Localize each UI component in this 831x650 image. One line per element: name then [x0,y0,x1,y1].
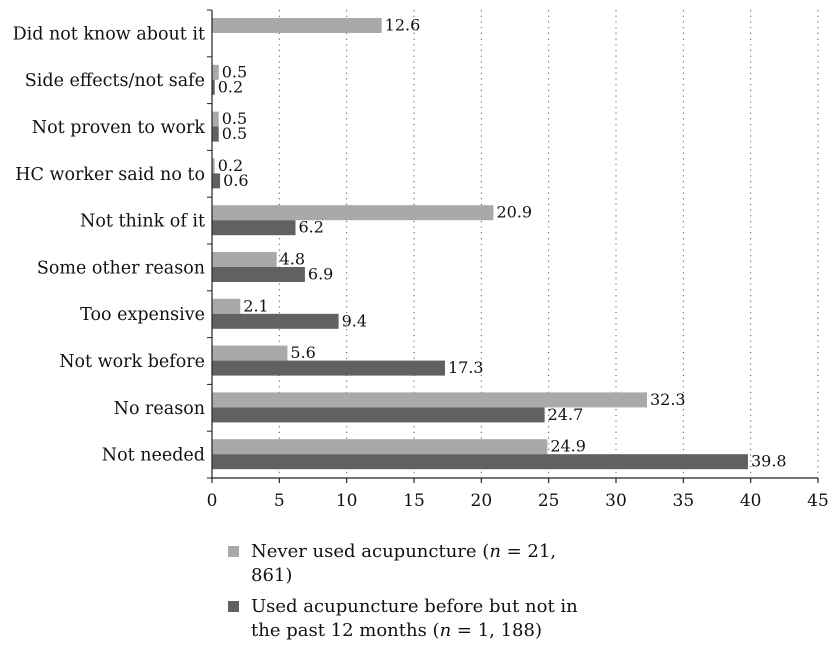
category-label-2: Not proven to work [32,118,206,138]
x-tick-label-35: 35 [673,491,695,511]
data-label-s1-8: 32.3 [650,390,686,409]
category-labels: Did not know about it Side effects/not sa… [13,24,206,465]
bar-s2-5 [212,267,305,282]
bar-s2-7 [212,360,445,376]
category-label-0: Did not know about it [13,24,205,44]
category-label-6: Too expensive [80,305,205,325]
data-label-s2-3: 0.6 [223,171,248,190]
x-tick-label-0: 0 [207,491,218,511]
legend-swatch-used-before [228,601,239,612]
bar-s1-3 [212,158,215,174]
data-label-s1-9: 24.9 [550,437,586,456]
data-label-s1-6: 2.1 [243,296,268,315]
bar-s1-2 [212,111,219,127]
x-tick-label-40: 40 [740,491,762,511]
bar-s2-1 [212,79,215,95]
data-label-s2-8: 24.7 [548,405,584,424]
x-tick-label-5: 5 [274,491,285,511]
bars [212,18,748,470]
data-label-s2-5: 6.9 [308,265,333,284]
legend-item-used-before: Used acupuncture before but not in the p… [228,595,581,643]
bar-s1-5 [212,252,277,267]
bar-s1-4 [212,205,494,221]
legend-label-used-before: Used acupuncture before but not in the p… [251,596,578,641]
category-label-4: Not think of it [80,212,205,232]
data-label-s1-2: 0.5 [222,109,247,128]
legend-item-never-used: Never used acupuncture (n = 21, 861) [228,540,581,588]
data-label-s1-0: 12.6 [385,16,421,35]
data-label-s2-7: 17.3 [448,358,484,377]
bar-s2-3 [212,173,221,189]
data-label-s1-1: 0.5 [222,62,247,81]
data-label-s2-2: 0.5 [222,124,247,143]
data-label-s1-3: 0.2 [218,156,243,175]
legend: Never used acupuncture (n = 21, 861) Use… [228,540,581,650]
x-tick-label-20: 20 [471,491,493,511]
category-label-7: Not work before [59,352,205,372]
bar-s2-6 [212,313,339,329]
x-tick-labels: 0 5 10 15 20 25 30 35 40 45 [207,491,829,511]
axes [207,9,819,483]
category-label-9: Not needed [102,446,205,466]
legend-label-never-used: Never used acupuncture (n = 21, 861) [251,541,557,586]
bar-s1-1 [212,64,219,80]
category-label-5: Some other reason [37,258,205,278]
data-label-s2-9: 39.8 [751,452,787,471]
bar-s1-7 [212,345,288,361]
data-label-s1-5: 4.8 [280,250,305,269]
x-tick-label-45: 45 [807,491,829,511]
bar-s2-4 [212,220,296,236]
data-label-s2-4: 6.2 [298,218,323,237]
data-label-s1-7: 5.6 [290,343,315,362]
data-labels: 12.60.50.20.50.50.20.620.96.24.86.92.19.… [218,16,787,471]
grid-lines [278,10,819,478]
category-label-1: Side effects/not safe [25,71,205,91]
bar-chart: 12.60.50.20.50.50.20.620.96.24.86.92.19.… [13,9,829,511]
x-tick-label-10: 10 [336,491,358,511]
category-label-3: HC worker said no to [15,165,205,185]
data-label-s1-4: 20.9 [496,203,532,222]
legend-swatch-never-used [228,546,239,557]
x-tick-label-25: 25 [538,491,560,511]
bar-s2-8 [212,407,545,423]
x-tick-label-15: 15 [403,491,425,511]
bar-s1-9 [212,439,548,455]
bar-s1-8 [212,392,647,408]
data-label-s2-1: 0.2 [218,77,243,96]
bar-s1-6 [212,298,241,314]
bar-s2-9 [212,454,748,470]
category-label-8: No reason [114,399,205,419]
data-label-s2-6: 9.4 [342,311,367,330]
bar-s2-2 [212,126,219,142]
bar-s1-0 [212,18,382,33]
x-tick-label-30: 30 [605,491,627,511]
